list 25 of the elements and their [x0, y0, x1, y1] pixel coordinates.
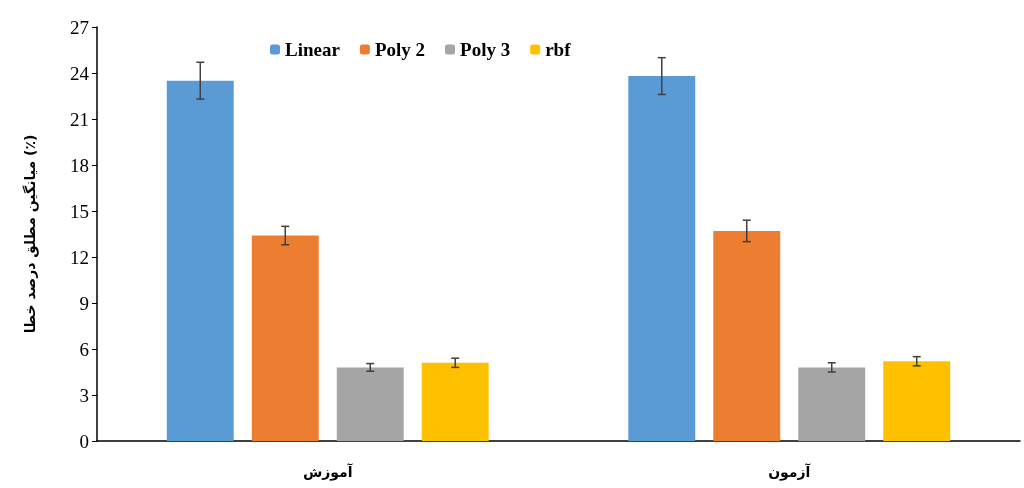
legend-label: Linear [285, 39, 341, 60]
y-tick-label: 12 [70, 246, 89, 268]
x-tick-label: آزمون [768, 463, 812, 481]
x-tick-label: آموزش [302, 463, 354, 481]
y-tick-label: 18 [70, 154, 89, 176]
y-tick-label: 15 [70, 200, 89, 222]
bar [628, 76, 696, 441]
bar [883, 361, 951, 441]
bar [166, 80, 234, 441]
y-tick-label: 24 [70, 62, 90, 84]
y-tick-label: 21 [70, 108, 89, 130]
bar [336, 367, 404, 441]
y-axis-title: میانگین مطلق درصد خطا (٪) [22, 134, 39, 334]
legend-label: Poly 3 [460, 39, 511, 60]
y-tick-label: 0 [79, 430, 89, 452]
bar [251, 235, 319, 441]
y-tick-label: 3 [79, 384, 89, 406]
legend-label: rbf [545, 39, 572, 60]
bar [421, 362, 489, 441]
bar [713, 230, 781, 441]
bar [798, 367, 866, 441]
legend-label: Poly 2 [374, 39, 426, 60]
y-tick-label: 6 [79, 338, 89, 360]
y-tick-label: 9 [79, 292, 89, 314]
y-tick-label: 27 [70, 16, 89, 38]
